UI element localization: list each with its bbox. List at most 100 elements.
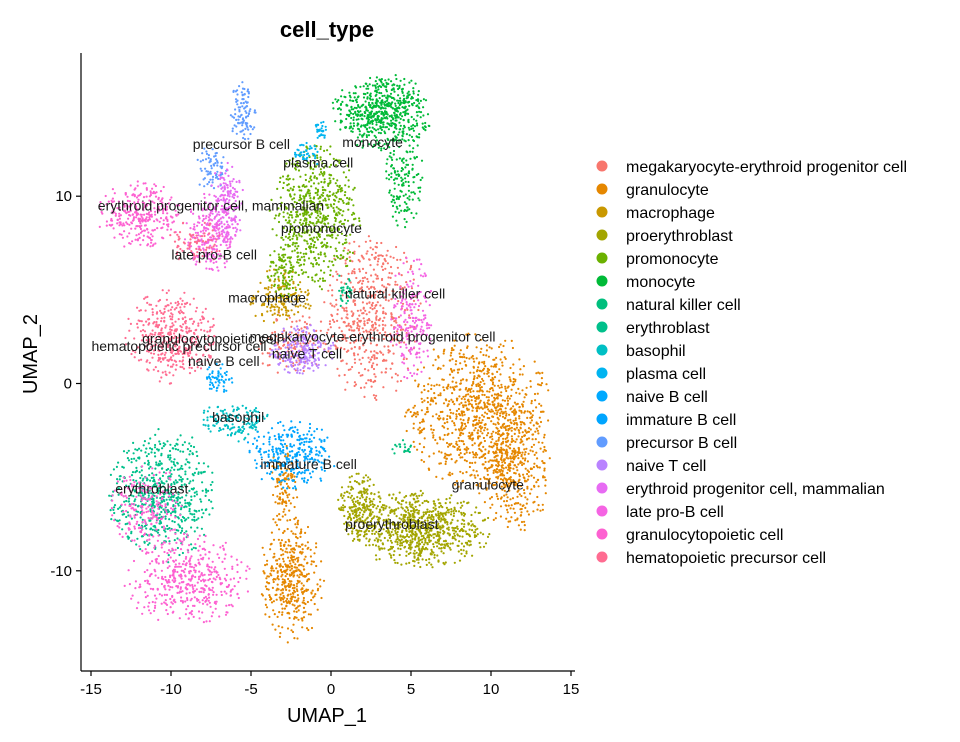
data-point — [281, 175, 285, 178]
data-point — [299, 532, 302, 535]
data-point — [386, 103, 389, 106]
data-point — [299, 258, 302, 262]
data-point — [296, 637, 299, 640]
data-point — [475, 506, 478, 509]
data-point — [348, 335, 352, 338]
data-point — [451, 542, 454, 545]
data-point — [290, 309, 293, 312]
data-point — [392, 256, 395, 259]
data-point — [433, 392, 436, 395]
data-point — [385, 170, 388, 173]
data-point — [285, 286, 288, 289]
data-point — [422, 534, 425, 538]
data-point — [364, 309, 367, 312]
data-point — [493, 396, 496, 399]
data-point — [456, 502, 459, 505]
data-point — [321, 245, 324, 248]
data-point — [400, 179, 403, 182]
data-point — [447, 545, 450, 548]
data-point — [270, 597, 273, 601]
data-point — [407, 509, 410, 512]
data-point — [296, 537, 299, 540]
data-point — [264, 564, 267, 567]
data-point — [448, 415, 451, 418]
data-point — [294, 563, 297, 566]
data-point — [366, 492, 369, 495]
data-point — [359, 374, 362, 377]
data-point — [295, 557, 298, 560]
data-point — [355, 118, 358, 121]
data-point — [493, 403, 496, 406]
data-point — [364, 100, 367, 103]
data-point — [395, 219, 398, 222]
data-point — [365, 302, 369, 305]
data-point — [383, 103, 386, 106]
data-point — [450, 351, 453, 354]
data-point — [503, 494, 506, 497]
data-point — [510, 394, 513, 397]
data-point — [279, 336, 282, 339]
data-point — [315, 262, 318, 265]
data-point — [311, 279, 314, 282]
data-point — [371, 248, 375, 251]
data-point — [334, 258, 337, 261]
data-point — [336, 278, 339, 281]
data-point — [345, 103, 348, 106]
data-point — [523, 529, 526, 532]
data-point — [285, 311, 288, 314]
data-point — [489, 506, 492, 509]
data-point — [384, 324, 387, 327]
data-point — [455, 440, 458, 443]
data-point — [432, 452, 435, 455]
data-point — [453, 403, 456, 406]
data-point — [276, 576, 279, 580]
data-point — [359, 497, 362, 500]
data-point — [396, 330, 399, 333]
data-point — [274, 214, 277, 217]
data-point — [325, 244, 328, 247]
data-point — [375, 104, 378, 107]
data-point — [530, 488, 533, 491]
data-point — [292, 575, 295, 578]
data-point — [278, 513, 281, 516]
data-point — [390, 541, 393, 544]
data-point — [281, 281, 284, 284]
data-point — [286, 184, 289, 187]
data-point — [494, 470, 497, 473]
data-point — [477, 435, 480, 438]
data-point — [418, 542, 421, 545]
data-point — [351, 539, 355, 542]
data-point — [384, 260, 387, 263]
data-point — [394, 498, 397, 501]
data-point — [398, 341, 401, 344]
data-point — [506, 395, 510, 398]
data-point — [493, 384, 496, 387]
data-point — [442, 552, 445, 555]
data-point — [521, 463, 524, 467]
data-point — [462, 432, 465, 435]
data-point — [382, 327, 385, 330]
data-point — [456, 527, 459, 531]
data-point — [330, 174, 333, 177]
data-point — [294, 607, 297, 610]
data-point — [373, 256, 376, 259]
data-point — [475, 396, 478, 399]
data-point — [384, 296, 387, 299]
data-point — [368, 330, 371, 333]
data-point — [388, 293, 391, 296]
data-point — [347, 322, 350, 325]
data-point — [373, 328, 376, 331]
data-point — [463, 360, 466, 363]
data-point — [285, 569, 288, 572]
data-point — [520, 520, 524, 524]
data-point — [450, 398, 453, 401]
data-point — [490, 441, 493, 444]
data-point — [315, 246, 318, 249]
data-point — [495, 481, 498, 484]
data-point — [514, 440, 517, 443]
data-point — [367, 280, 370, 283]
data-point — [411, 537, 414, 540]
data-point — [495, 492, 498, 496]
data-point — [448, 359, 451, 362]
data-point — [379, 509, 382, 512]
